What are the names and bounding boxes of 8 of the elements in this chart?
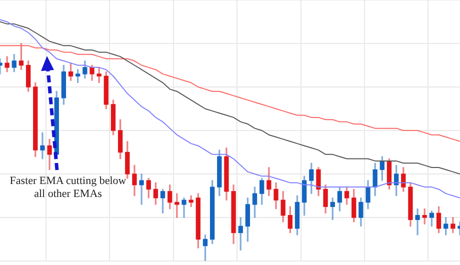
annotation: Faster EMA cutting below all other EMAs: [10, 175, 126, 200]
candlestick: [40, 132, 45, 160]
candlestick: [188, 195, 194, 207]
candlestick: [182, 198, 186, 218]
candlestick: [415, 208, 420, 236]
candlestick: [174, 193, 180, 218]
candlestick: [139, 174, 144, 205]
candlestick: [96, 67, 102, 83]
